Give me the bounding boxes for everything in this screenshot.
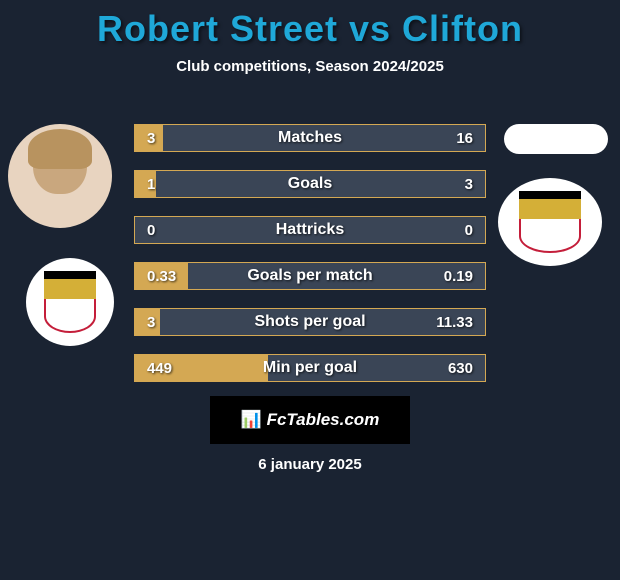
player-left-photo [8,124,112,228]
stat-value-right: 11.33 [436,314,473,331]
header: Robert Street vs Clifton Club competitio… [0,0,620,75]
brand-logo: FcTables.com [241,410,380,430]
stat-value-right: 0 [465,222,473,239]
stat-value-right: 3 [465,176,473,193]
stat-row-gpm: 0.33 Goals per match 0.19 [134,262,486,290]
stat-row-spg: 3 Shots per goal 11.33 [134,308,486,336]
stat-row-mpg: 449 Min per goal 630 [134,354,486,382]
stat-row-goals: 1 Goals 3 [134,170,486,198]
stats-container: 3 Matches 16 1 Goals 3 0 Hattricks 0 0.3… [134,124,486,400]
stat-label: Matches [135,129,485,147]
page-title: Robert Street vs Clifton [0,8,620,50]
stat-label: Goals per match [135,267,485,285]
stat-value-right: 16 [456,130,473,147]
stat-label: Min per goal [135,359,485,377]
club-logo-left [26,258,114,346]
player-right-photo [504,124,608,154]
stat-label: Hattricks [135,221,485,239]
stat-row-hattricks: 0 Hattricks 0 [134,216,486,244]
subtitle: Club competitions, Season 2024/2025 [0,58,620,75]
crest-icon [44,271,97,333]
footer-brand-box[interactable]: FcTables.com [210,396,410,444]
stat-label: Goals [135,175,485,193]
stat-value-right: 630 [448,360,473,377]
stat-value-right: 0.19 [444,268,473,285]
crest-icon [519,191,581,253]
stat-row-matches: 3 Matches 16 [134,124,486,152]
stat-label: Shots per goal [135,313,485,331]
date-text: 6 january 2025 [0,456,620,473]
club-logo-right [498,178,602,266]
